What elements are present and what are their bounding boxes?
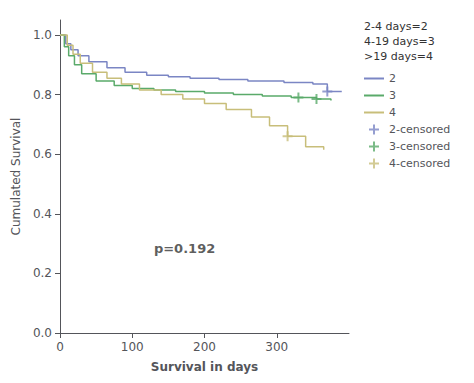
svg-text:0.4: 0.4 bbox=[33, 207, 52, 221]
svg-text:2: 2 bbox=[389, 72, 396, 85]
svg-text:3: 3 bbox=[389, 89, 396, 102]
svg-text:4-19 days=3: 4-19 days=3 bbox=[364, 35, 435, 48]
svg-text:300: 300 bbox=[265, 340, 288, 354]
svg-text:0.0: 0.0 bbox=[33, 326, 52, 340]
svg-text:4-censored: 4-censored bbox=[389, 157, 450, 170]
svg-text:3-censored: 3-censored bbox=[389, 140, 450, 153]
svg-text:>19 days=4: >19 days=4 bbox=[364, 50, 433, 63]
svg-text:0.6: 0.6 bbox=[33, 147, 52, 161]
svg-text:p=0.192: p=0.192 bbox=[154, 241, 215, 256]
svg-text:0.2: 0.2 bbox=[33, 266, 52, 280]
svg-text:0: 0 bbox=[56, 340, 64, 354]
svg-text:2-censored: 2-censored bbox=[389, 123, 450, 136]
svg-text:0.8: 0.8 bbox=[33, 88, 52, 102]
svg-text:200: 200 bbox=[193, 340, 216, 354]
svg-text:2-4 days=2: 2-4 days=2 bbox=[364, 20, 428, 33]
svg-text:Survival in days: Survival in days bbox=[151, 360, 258, 374]
svg-text:4: 4 bbox=[389, 106, 396, 119]
svg-text:100: 100 bbox=[121, 340, 144, 354]
svg-text:Cumulated Survival: Cumulated Survival bbox=[9, 118, 23, 236]
svg-text:1.0: 1.0 bbox=[33, 28, 52, 42]
